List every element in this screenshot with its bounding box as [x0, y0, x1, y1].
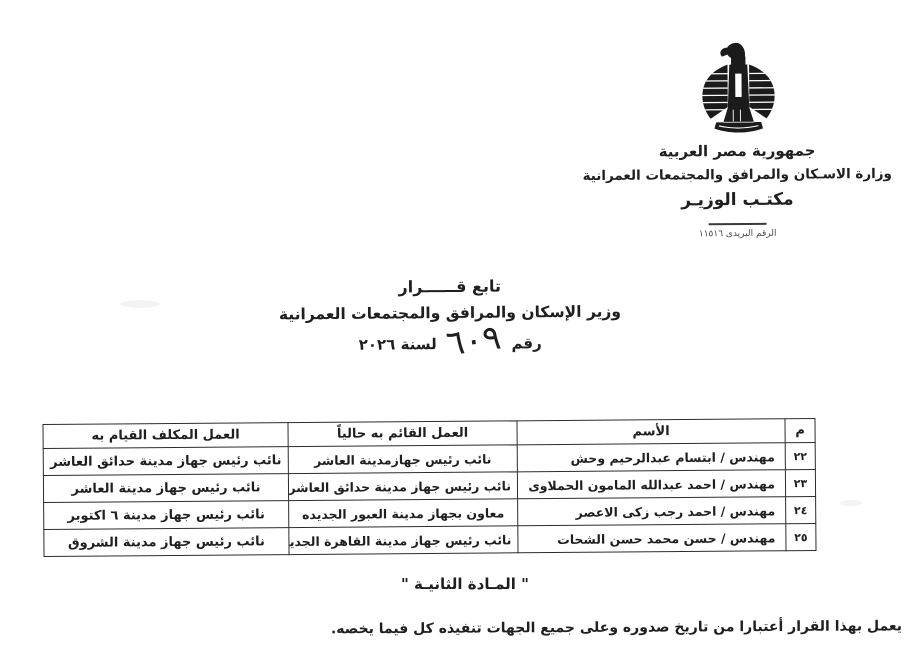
decree-number-prefix: رقم [511, 334, 542, 353]
row-name: مهندس / ابتسام عبدالرحيم وحش [517, 442, 786, 472]
col-header-name: الأسم [516, 418, 786, 445]
letterhead-divider [708, 222, 767, 226]
scan-smudge [120, 300, 160, 308]
decree-number-year: لسنة ٢٠٢٦ [358, 335, 437, 354]
ministry-title: وزارة الاسـكان والمرافق والمجتمعات العمر… [582, 165, 892, 185]
postal-number: الرقم البريدى ١١٥١٦ [698, 228, 777, 240]
closing-statement: يعمل بهذا القرار أعتبارا من تاريخ صدوره … [330, 618, 903, 638]
row-assigned-job: نائب رئيس جهاز مدينة ٦ اكتوبر [43, 500, 289, 530]
roster-table-body: ٢٢ مهندس / ابتسام عبدالرحيم وحش نائب رئي… [43, 442, 817, 557]
row-index: ٢٢ [785, 442, 816, 470]
row-assigned-job: نائب رئيس جهاز مدينة الشروق [43, 527, 290, 557]
decree-continuation-line: تابع قــــــرار [398, 276, 502, 297]
decree-title-block: تابع قــــــرار وزير الإسكان والمرافق وا… [250, 275, 651, 365]
row-current-job: معاون بجهاز مدينة العبور الجديده [288, 498, 518, 528]
row-current-job: نائب رئيس جهازمدينة العاشر [288, 444, 518, 474]
row-name: مهندس / حسن محمد حسن الشحات [517, 523, 787, 553]
minister-office-title: مكتـب الوزيـر [681, 189, 794, 211]
scan-smudge [840, 500, 862, 506]
row-current-job: نائب رئيس جهاز مدينة القاهرة الجديدة [288, 525, 519, 555]
country-title: جمهورية مصر العربية [658, 141, 816, 161]
row-index: ٢٥ [785, 523, 817, 551]
row-index: ٢٤ [785, 496, 816, 524]
roster-table: م الأسم العمل القائم به حالياً العمل الم… [42, 418, 817, 557]
egypt-eagle-icon [702, 42, 775, 133]
row-assigned-job: نائب رئيس جهاز مدينة حدائق العاشر [43, 446, 289, 476]
letterhead: جمهورية مصر العربية وزارة الاسـكان والمر… [581, 39, 892, 240]
decree-minister-line: وزير الإسكان والمرافق والمجتمعات العمران… [278, 302, 621, 324]
row-current-job: نائب رئيس جهاز مدينة حدائق العاشر [288, 471, 518, 501]
col-header-index: م [784, 418, 816, 443]
row-name: مهندس / احمد رجب زكى الاعصر [517, 496, 786, 526]
row-name: مهندس / احمد عبدالله المامون الحملاوى [517, 469, 786, 499]
col-header-assigned-job: العمل المكلف القيام به [42, 422, 289, 449]
col-header-current-job: العمل القائم به حالياً [287, 420, 518, 447]
table-row: ٢٥ مهندس / حسن محمد حسن الشحات نائب رئيس… [43, 523, 817, 557]
row-assigned-job: نائب رئيس جهاز مدينة العاشر [43, 473, 289, 503]
row-index: ٢٣ [785, 469, 816, 497]
decree-number-line: رقم ٦٠٩ لسنة ٢٠٢٦ [250, 317, 650, 365]
article-two-heading: " المـادة الثانيـة " [401, 575, 529, 593]
decree-number-handwritten: ٦٠٩ [444, 317, 504, 365]
